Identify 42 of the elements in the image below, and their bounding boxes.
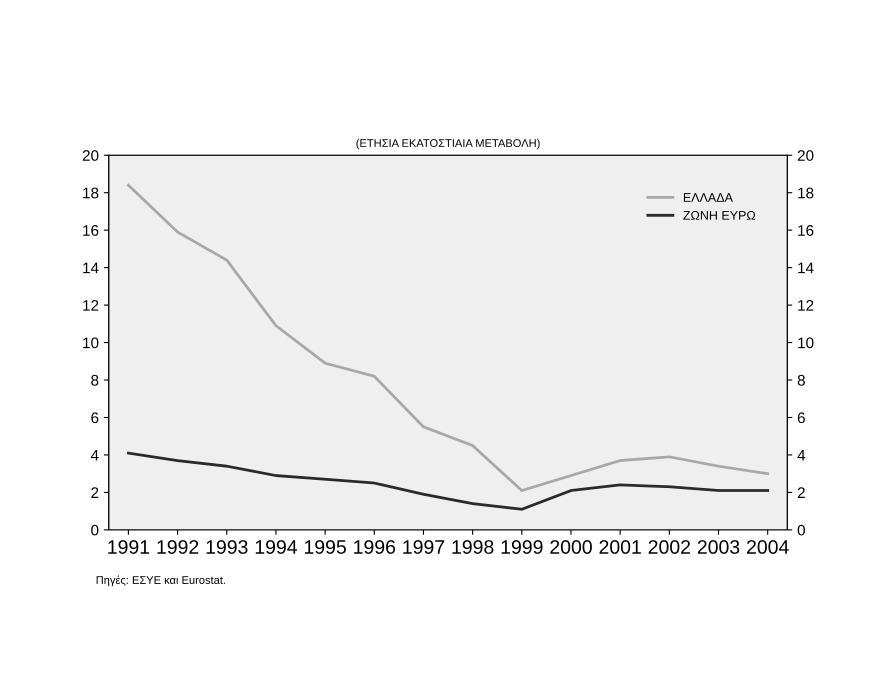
x-tick-label: 2004 <box>747 540 789 554</box>
x-tick-label: 1993 <box>206 540 248 554</box>
x-tick-label: 1991 <box>108 540 150 554</box>
y-tick-label: 14 <box>83 262 99 274</box>
y2-tick-label: 0 <box>798 524 805 536</box>
y-tick-label: 0 <box>91 524 98 536</box>
y-tick-label: 2 <box>91 487 98 498</box>
y2-tick-label: 10 <box>798 337 814 348</box>
y2-tick-label: 8 <box>798 374 805 386</box>
y2-tick-label: 18 <box>798 188 814 198</box>
legend-label: ΕΛΛΑΔΑ <box>684 193 733 202</box>
y2-tick-label: 6 <box>798 412 805 424</box>
y-tick-label: 18 <box>83 188 98 198</box>
line-series <box>127 452 770 511</box>
y-tick-label: 10 <box>83 337 98 348</box>
y-tick-label: 12 <box>83 300 98 311</box>
text: Πηγές: ΕΣΥΕ και Eurostat. <box>96 576 225 586</box>
x-tick-label: 1995 <box>304 540 346 554</box>
line-series <box>127 184 770 492</box>
y-tick-label: 8 <box>91 374 98 386</box>
x-tick-label: 1994 <box>256 540 297 554</box>
x-tick-label: 1999 <box>502 540 543 554</box>
x-tick-label: 2003 <box>698 540 740 554</box>
chart-title: (ΕΤΗΣΙΑ ΕΚΑΤΟΣΤΙΑΙΑ ΜΕΤΑΒΟΛΗ) <box>356 138 540 150</box>
x-tick-label: 1992 <box>157 540 198 554</box>
x-tick-label: 2001 <box>600 540 641 554</box>
x-tick-label: 1996 <box>354 540 396 554</box>
x-tick-label: 2002 <box>648 540 690 554</box>
y2-tick-label: 14 <box>798 262 814 274</box>
y2-tick-label: 4 <box>797 450 806 460</box>
y2-tick-label: 2 <box>798 487 805 498</box>
x-tick-label: 1998 <box>452 540 494 554</box>
x-tick-label: 1997 <box>403 540 444 554</box>
y-tick-label: 6 <box>91 412 98 424</box>
y2-tick-label: 16 <box>798 225 814 236</box>
y-tick-label: 20 <box>82 150 98 161</box>
y2-tick-label: 12 <box>798 300 814 311</box>
y-tick-label: 4 <box>90 450 99 460</box>
x-tick-label: 2000 <box>550 540 592 554</box>
legend-label: ΖΩΝΗ ΕΥΡΩ <box>683 210 756 220</box>
y2-tick-label: 20 <box>798 150 814 161</box>
y-tick-label: 16 <box>83 225 98 236</box>
